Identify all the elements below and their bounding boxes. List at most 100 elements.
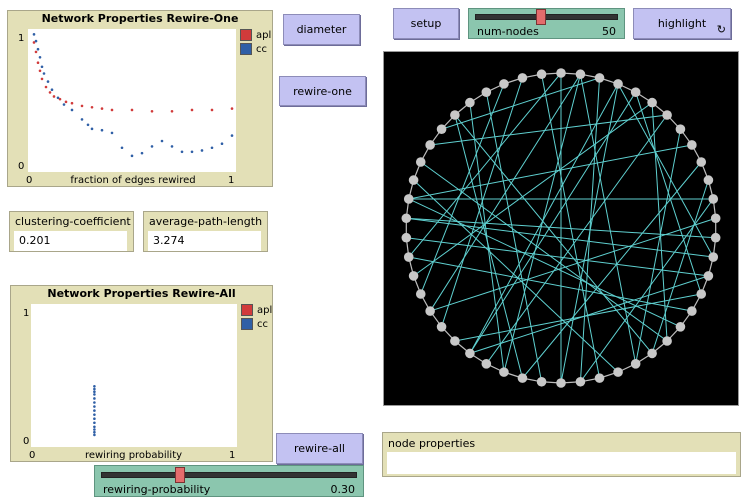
setup-button[interactable]: setup	[393, 8, 459, 39]
network-node[interactable]	[647, 97, 657, 108]
rewired-edge	[406, 217, 714, 258]
network-node[interactable]	[630, 359, 641, 369]
legend-item-cc: cc	[241, 318, 268, 330]
network-node[interactable]	[408, 175, 419, 185]
network-node[interactable]	[556, 378, 566, 388]
rewired-edge	[560, 83, 619, 384]
data-point-cc	[34, 39, 38, 43]
network-node[interactable]	[708, 252, 719, 262]
data-point-cc	[110, 131, 114, 135]
network-node[interactable]	[710, 213, 721, 224]
network-node[interactable]	[696, 157, 707, 167]
network-node[interactable]	[436, 322, 447, 332]
network-node[interactable]	[613, 367, 623, 377]
rewired-edge	[635, 129, 681, 364]
network-node[interactable]	[499, 79, 509, 89]
network-node[interactable]	[465, 97, 475, 108]
network-node[interactable]	[594, 73, 605, 83]
network-view[interactable]	[383, 51, 739, 406]
rewire-all-button[interactable]: rewire-all	[276, 433, 363, 464]
slider-track[interactable]	[475, 14, 618, 20]
network-node[interactable]	[710, 232, 721, 243]
network-node[interactable]	[408, 271, 419, 281]
network-node[interactable]	[575, 376, 586, 387]
rewiring-probability-slider[interactable]: rewiring-probability 0.30	[94, 465, 364, 497]
data-point-apl	[36, 61, 40, 64]
output-label: node properties	[388, 437, 476, 450]
data-point-apl	[38, 69, 42, 73]
highlight-label: highlight	[657, 17, 707, 30]
num-nodes-slider[interactable]: num-nodes 50	[468, 8, 625, 39]
data-point-cc	[62, 103, 66, 106]
data-point-cc	[140, 151, 144, 155]
x-min-label: 0	[29, 450, 36, 461]
data-point-cc	[93, 397, 96, 400]
network-node[interactable]	[465, 348, 475, 359]
legend-swatch-apl	[240, 29, 252, 41]
network-node[interactable]	[481, 87, 492, 97]
network-node[interactable]	[401, 232, 412, 243]
network-node[interactable]	[425, 140, 435, 150]
network-node[interactable]	[499, 367, 509, 377]
network-node[interactable]	[575, 69, 586, 80]
network-node[interactable]	[536, 376, 547, 387]
network-node[interactable]	[662, 110, 672, 120]
monitor-value: 3.274	[148, 231, 261, 251]
y-max-label: 1	[23, 308, 30, 319]
network-node[interactable]	[703, 175, 714, 185]
network-node[interactable]	[517, 73, 528, 83]
network-node[interactable]	[517, 373, 528, 383]
slider-thumb[interactable]	[535, 9, 546, 25]
data-point-cc	[56, 96, 60, 100]
network-node[interactable]	[675, 124, 686, 134]
rewire-one-button[interactable]: rewire-one	[279, 76, 366, 106]
data-point-cc	[150, 145, 154, 148]
rewired-edge	[469, 102, 505, 373]
network-node[interactable]	[436, 124, 447, 134]
slider-thumb[interactable]	[175, 467, 186, 483]
network-node[interactable]	[403, 194, 414, 204]
network-node[interactable]	[415, 289, 426, 299]
monitor-value: 0.201	[14, 231, 127, 251]
network-node[interactable]	[687, 140, 697, 150]
network-node[interactable]	[556, 68, 566, 78]
network-node[interactable]	[450, 336, 460, 346]
network-node[interactable]	[613, 79, 623, 89]
network-node[interactable]	[401, 213, 412, 224]
network-node[interactable]	[675, 322, 686, 332]
data-point-apl	[190, 108, 194, 112]
slider-value: 0.30	[330, 483, 356, 496]
slider-track[interactable]	[101, 472, 357, 478]
network-node[interactable]	[696, 289, 707, 299]
network-node[interactable]	[630, 87, 641, 97]
data-point-cc	[93, 409, 96, 412]
data-point-apl	[32, 41, 36, 44]
network-node[interactable]	[647, 348, 657, 359]
network-node[interactable]	[594, 373, 605, 383]
output-content[interactable]	[387, 452, 736, 474]
data-point-apl	[44, 85, 48, 89]
data-point-apl	[64, 100, 68, 104]
network-node[interactable]	[536, 69, 547, 80]
rewired-edge	[441, 77, 600, 130]
rewired-edge	[408, 72, 562, 258]
rewired-edge	[430, 114, 668, 146]
data-point-cc	[40, 65, 44, 69]
network-node[interactable]	[403, 252, 414, 262]
network-canvas[interactable]	[384, 52, 738, 405]
network-node[interactable]	[708, 194, 719, 204]
network-node[interactable]	[481, 359, 492, 369]
network-node[interactable]	[662, 336, 672, 346]
network-node[interactable]	[425, 306, 435, 316]
network-node[interactable]	[450, 110, 460, 120]
network-node[interactable]	[687, 306, 697, 316]
diameter-button[interactable]: diameter	[283, 14, 360, 45]
network-node[interactable]	[415, 157, 426, 167]
plot-title: Network Properties Rewire-One	[41, 12, 239, 25]
plot-area	[31, 304, 237, 447]
y-max-label: 1	[18, 33, 25, 44]
plot-title: Network Properties Rewire-All	[47, 287, 236, 300]
highlight-button[interactable]: highlight ↻	[633, 8, 731, 39]
network-node[interactable]	[703, 271, 714, 281]
slider-label: num-nodes	[477, 25, 539, 38]
